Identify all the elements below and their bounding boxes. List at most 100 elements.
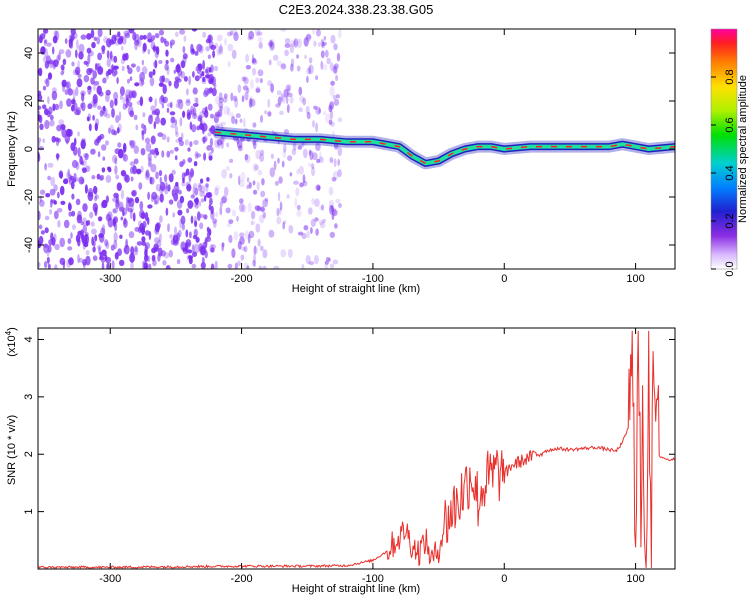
noise-dot <box>38 141 41 147</box>
noise-dot <box>159 181 166 192</box>
noise-dot <box>292 142 297 151</box>
noise-dot <box>99 233 105 243</box>
noise-dot <box>330 34 336 44</box>
noise-dot <box>60 124 66 130</box>
noise-dot <box>87 103 93 110</box>
noise-dot <box>196 211 201 222</box>
noise-dot <box>245 64 251 70</box>
noise-dot <box>101 167 106 173</box>
noise-dot <box>306 67 311 75</box>
noise-dot <box>210 205 214 215</box>
noise-dot <box>147 191 151 200</box>
noise-dot <box>102 105 106 111</box>
noise-dot <box>97 52 102 61</box>
noise-dot <box>259 153 265 162</box>
noise-dot <box>329 86 335 96</box>
noise-dot <box>123 30 130 36</box>
noise-dot <box>180 71 185 79</box>
noise-dot <box>179 140 184 147</box>
noise-dot <box>93 196 98 202</box>
noise-dot <box>264 197 269 202</box>
noise-dot <box>182 221 185 230</box>
noise-dot <box>119 234 123 239</box>
noise-dot <box>279 110 284 115</box>
noise-dot <box>170 123 176 129</box>
noise-dot <box>225 165 230 171</box>
noise-dot <box>334 223 338 229</box>
noise-dot <box>131 190 137 197</box>
noise-dot <box>170 57 175 63</box>
noise-dot <box>66 98 72 107</box>
noise-dot <box>204 250 208 259</box>
noise-dot <box>38 210 41 221</box>
noise-dot <box>178 229 182 238</box>
noise-dot <box>119 94 123 100</box>
noise-dot <box>238 175 241 186</box>
noise-dot <box>221 242 225 252</box>
noise-dot <box>217 123 224 130</box>
noise-dot <box>254 205 261 211</box>
noise-dot <box>194 97 198 103</box>
noise-dot <box>115 41 120 46</box>
noise-dot <box>151 191 158 200</box>
noise-dot <box>248 230 255 239</box>
noise-dot <box>99 110 104 117</box>
noise-dot <box>220 121 226 127</box>
noise-dot <box>314 217 319 222</box>
noise-dot <box>187 147 191 152</box>
noise-dot <box>211 87 217 97</box>
noise-dot <box>294 197 298 208</box>
noise-dot <box>233 231 239 241</box>
noise-dot <box>88 68 94 73</box>
noise-dot <box>167 184 171 192</box>
noise-dot <box>123 247 127 253</box>
noise-dot <box>150 135 156 145</box>
noise-dot <box>214 187 219 196</box>
noise-dot <box>214 42 219 48</box>
noise-dot <box>51 87 57 93</box>
noise-dot <box>235 113 241 119</box>
noise-dot <box>144 254 149 262</box>
noise-dot <box>74 66 81 76</box>
noise-dot <box>179 117 183 127</box>
noise-dot <box>92 70 97 79</box>
noise-dot <box>59 100 63 110</box>
noise-dot <box>54 243 60 251</box>
noise-dot <box>326 57 331 65</box>
noise-dot <box>258 42 263 49</box>
noise-dot <box>53 59 59 68</box>
noise-dot <box>167 103 173 108</box>
noise-dot <box>253 253 256 263</box>
noise-dot <box>267 98 271 108</box>
noise-dot <box>96 85 102 95</box>
noise-dot <box>133 145 139 154</box>
noise-dot <box>51 237 56 246</box>
noise-dot <box>293 38 299 48</box>
colorbar-tick-label: 0.8 <box>724 69 736 84</box>
noise-dot <box>62 178 69 185</box>
noise-dot <box>322 63 328 71</box>
noise-dot <box>157 253 161 262</box>
noise-dot <box>80 221 85 226</box>
noise-dot <box>105 241 110 249</box>
noise-dot <box>100 255 106 263</box>
noise-dot <box>142 42 147 52</box>
noise-dot <box>42 104 47 110</box>
noise-dot <box>153 121 156 130</box>
noise-dot <box>295 187 300 197</box>
noise-dot <box>109 99 114 109</box>
noise-dot <box>191 124 197 133</box>
noise-dot <box>217 48 221 57</box>
noise-dot <box>252 67 256 76</box>
noise-dot <box>262 198 269 208</box>
noise-dot <box>305 255 311 265</box>
noise-dot <box>70 232 73 239</box>
noise-dot <box>221 242 225 248</box>
noise-dot <box>185 98 191 104</box>
noise-dot <box>59 123 63 132</box>
noise-dot <box>199 222 204 230</box>
noise-dot <box>189 168 194 178</box>
noise-dot <box>255 77 260 84</box>
noise-dot <box>164 63 169 71</box>
